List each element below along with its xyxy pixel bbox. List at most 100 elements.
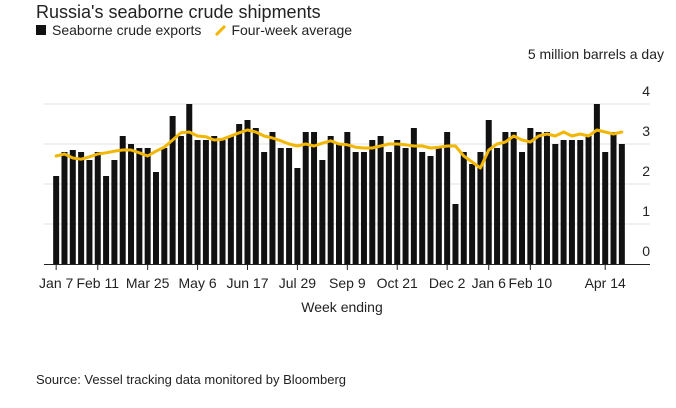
bar	[194, 140, 201, 264]
bar	[69, 150, 76, 264]
bar	[136, 148, 143, 264]
x-tick-label: Jul 29	[279, 275, 317, 291]
bar	[435, 148, 442, 264]
bar	[394, 140, 401, 264]
bar	[94, 152, 101, 264]
bar	[227, 136, 234, 264]
bar	[352, 152, 359, 264]
legend-bar-swatch	[36, 25, 46, 35]
x-tick-label: Sep 9	[329, 275, 366, 291]
bar	[336, 144, 342, 264]
bar	[535, 132, 542, 264]
bar	[103, 176, 110, 264]
bar	[419, 152, 426, 264]
bar	[261, 152, 268, 264]
bar	[169, 116, 176, 264]
bar	[144, 148, 151, 264]
bar	[286, 148, 293, 264]
bar	[385, 152, 392, 264]
bar	[519, 152, 526, 264]
chart-title: Russia's seaborne crude shipments	[36, 2, 321, 22]
bar	[610, 132, 617, 264]
bar	[527, 128, 534, 264]
bar-series	[53, 104, 625, 264]
bar	[252, 128, 259, 264]
bar	[543, 132, 550, 264]
y-tick-label: 4	[642, 83, 650, 99]
bar	[494, 148, 501, 264]
bar	[86, 160, 93, 264]
x-tick-label: Jun 17	[226, 275, 268, 291]
average-line	[54, 128, 624, 170]
x-tick-label: May 6	[179, 275, 217, 291]
bar	[560, 140, 567, 264]
bar	[152, 172, 159, 264]
bar	[161, 148, 168, 264]
source-note: Source: Vessel tracking data monitored b…	[36, 372, 347, 387]
x-axis-ticks: Jan 7 Feb 11 Mar 25 May 6 Jun 17 Jul 29 Sep 9 O…	[39, 264, 626, 291]
bar	[410, 128, 417, 264]
y-tick-label: 1	[642, 203, 650, 219]
bar	[510, 132, 517, 264]
bar	[186, 104, 193, 264]
bar	[452, 204, 459, 264]
bar	[593, 104, 600, 264]
bar	[477, 152, 484, 264]
x-tick-label: Feb 10	[509, 275, 553, 291]
bar	[485, 120, 492, 264]
bar	[219, 140, 226, 264]
y-axis-ticks: 0 1 2 3 4	[642, 83, 650, 259]
x-tick-label: Dec 2	[429, 275, 466, 291]
y-tick-label: 3	[642, 123, 650, 139]
bar	[444, 132, 451, 264]
bar	[618, 144, 625, 264]
legend-item-exports: Seaborne crude exports	[52, 22, 202, 38]
bar	[360, 152, 367, 264]
bar	[177, 136, 184, 264]
bar	[552, 144, 559, 264]
bar	[128, 144, 135, 264]
bar	[402, 148, 409, 264]
bar	[236, 124, 243, 264]
bar	[202, 140, 209, 264]
bar	[119, 136, 126, 264]
bar	[377, 136, 384, 264]
bar	[344, 132, 351, 264]
legend-item-average: Four-week average	[231, 22, 353, 38]
bar	[327, 136, 334, 264]
bar	[294, 168, 301, 264]
bar	[577, 140, 584, 264]
bar	[427, 156, 434, 264]
y-tick-label: 0	[642, 243, 650, 259]
bar	[53, 176, 60, 264]
bar	[211, 136, 218, 264]
bar	[61, 152, 68, 264]
bar	[502, 132, 509, 264]
bar	[302, 132, 309, 264]
x-tick-label: Jan 7	[39, 275, 73, 291]
bar	[78, 152, 85, 264]
bar	[469, 164, 476, 264]
x-tick-label: Jan 6	[472, 275, 506, 291]
average-line-series	[54, 128, 624, 170]
bar	[568, 140, 575, 264]
bar	[460, 152, 467, 264]
bar	[602, 152, 609, 264]
x-tick-label: Feb 11	[76, 275, 119, 291]
y-tick-label: 2	[642, 163, 650, 179]
unit-label: 5 million barrels a day	[527, 46, 664, 62]
bar	[585, 136, 592, 264]
x-tick-label: Oct 21	[377, 275, 418, 291]
bar	[111, 160, 118, 264]
bar	[277, 148, 284, 264]
x-axis-label: Week ending	[301, 299, 382, 315]
chart-legend: Seaborne crude exports Four-week average	[36, 22, 352, 38]
x-tick-label: Mar 25	[126, 275, 170, 291]
bar	[269, 132, 276, 264]
bar	[369, 140, 376, 264]
bar	[319, 160, 326, 264]
bar	[311, 132, 318, 264]
x-tick-label: Apr 14	[585, 275, 626, 291]
